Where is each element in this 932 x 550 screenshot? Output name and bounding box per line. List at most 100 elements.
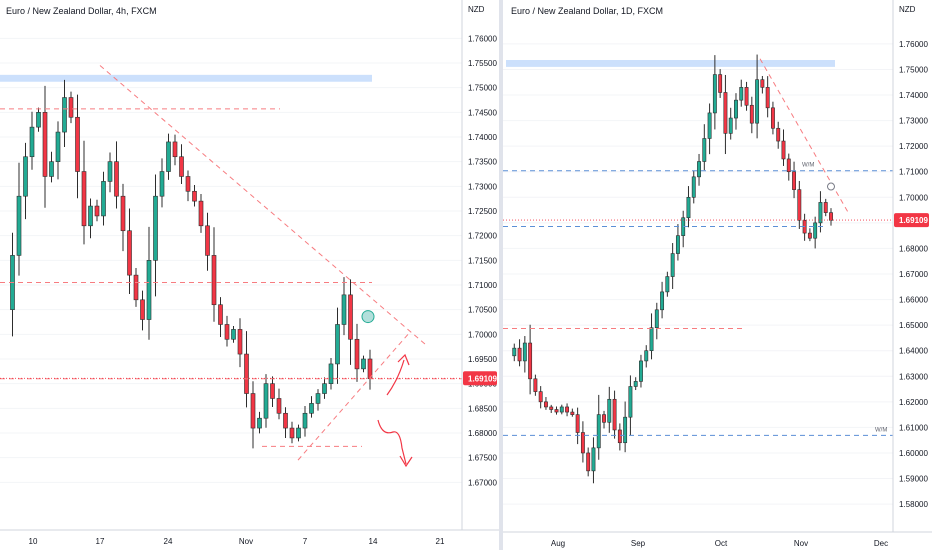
bullish-candle-body (328, 363, 334, 384)
candle (654, 302, 659, 340)
candle (665, 271, 670, 297)
bullish-candle-body (702, 138, 707, 162)
candle (198, 194, 204, 233)
price-marker-circle (361, 310, 375, 324)
time-tick-label: 17 (96, 537, 105, 546)
candle (739, 79, 744, 107)
bearish-candle-body (270, 383, 275, 399)
candle (723, 74, 728, 155)
time-tick-label: 10 (29, 537, 38, 546)
bearish-candle-body (797, 189, 802, 221)
candle (644, 345, 649, 368)
candle (813, 216, 818, 249)
candle (172, 134, 178, 166)
candle (538, 386, 543, 409)
left-chart-canvas[interactable]: NZD 1.76000 1.75500 1.75000 1.74500 1.74000 1.… (0, 0, 500, 550)
candle (166, 133, 171, 180)
bullish-candle-body (322, 383, 327, 394)
bearish-candle-body (224, 324, 230, 340)
trendline (297, 334, 409, 461)
price-tick-label: 1.75500 (468, 59, 497, 68)
bearish-candle-body (140, 299, 145, 320)
candle (276, 388, 282, 420)
bearish-candle-body (554, 409, 559, 413)
price-tick-label: 1.74000 (899, 91, 928, 100)
bearish-candle-body (617, 429, 622, 444)
right-chart-canvas[interactable]: NZD 1.76000 1.75000 1.74000 1.73000 1.72000 1.… (503, 0, 932, 550)
bullish-candle-body (257, 417, 262, 429)
candle (660, 281, 665, 319)
candle (81, 140, 87, 245)
bearish-candle-body (198, 200, 204, 227)
bullish-candle-body (159, 171, 165, 197)
bearish-candle-body (81, 171, 87, 227)
candle (596, 394, 601, 460)
candle (114, 141, 119, 209)
bullish-candle-body (697, 161, 701, 178)
bullish-candle-body (623, 416, 628, 444)
candle (544, 397, 548, 410)
candle (341, 277, 347, 336)
candle (602, 410, 606, 429)
price-tick-label: 1.67000 (468, 478, 497, 487)
bearish-candle-body (580, 432, 585, 454)
candle (770, 101, 775, 135)
candle (691, 170, 696, 204)
bullish-candle-body (62, 97, 67, 133)
bearish-candle-body (760, 79, 765, 88)
bearish-candle-body (786, 158, 791, 173)
bearish-candle-body (211, 255, 217, 306)
panel-divider[interactable] (499, 0, 504, 550)
candle (315, 389, 321, 411)
price-tick-label: 1.61000 (899, 423, 928, 432)
bullish-candle-body (36, 112, 41, 128)
currency-label: NZD (899, 5, 916, 14)
candle (528, 324, 533, 395)
candle (749, 96, 754, 134)
candle (697, 153, 701, 186)
candle (218, 297, 223, 337)
left-chart-panel[interactable]: NZD 1.76000 1.75500 1.75000 1.74500 1.74000 1.… (0, 0, 500, 550)
price-tick-label: 1.74500 (468, 108, 497, 117)
bullish-candle-body (755, 79, 760, 124)
bearish-candle-body (723, 92, 728, 134)
candle (728, 107, 733, 140)
time-tick-label: Oct (715, 539, 728, 548)
bearish-candle-body (348, 294, 353, 340)
arrow-head-icon (399, 455, 413, 468)
candle (549, 404, 554, 413)
candle (670, 243, 675, 289)
candle (23, 142, 28, 220)
candle (127, 208, 132, 294)
candle (681, 210, 686, 248)
bearish-candle-body (120, 195, 126, 232)
bullish-candle-body (315, 393, 321, 404)
price-marker-circle (827, 182, 835, 191)
candle (16, 162, 22, 276)
price-tick-label: 1.65000 (899, 321, 928, 330)
candle (101, 171, 106, 226)
candle (512, 343, 517, 362)
bearish-candle-body (565, 406, 570, 413)
candle (328, 358, 334, 390)
bearish-candle-body (776, 127, 781, 142)
right-chart-title: Euro / New Zealand Dollar, 1D, FXCM (511, 6, 664, 16)
bearish-candle-body (42, 112, 48, 177)
bullish-candle-body (633, 381, 638, 387)
bullish-candle-body (88, 205, 93, 227)
bearish-candle-body (192, 190, 197, 202)
bearish-candle-body (289, 427, 295, 439)
right-chart-panel[interactable]: NZD 1.76000 1.75000 1.74000 1.73000 1.72000 1.… (503, 0, 932, 550)
projection-up-arrow (386, 359, 405, 396)
left-chart-title: Euro / New Zealand Dollar, 4h, FXCM (6, 6, 157, 16)
bearish-candle-body (185, 176, 191, 192)
price-tick-label: 1.75000 (899, 65, 928, 74)
price-tick-label: 1.70500 (468, 306, 497, 315)
candle (797, 180, 802, 229)
bearish-candle-body (133, 274, 139, 301)
bearish-candle-body (744, 87, 749, 106)
bearish-candle-body (544, 401, 548, 408)
resistance-zone (506, 60, 835, 67)
candle (192, 184, 197, 207)
price-tick-label: 1.73500 (468, 158, 497, 167)
